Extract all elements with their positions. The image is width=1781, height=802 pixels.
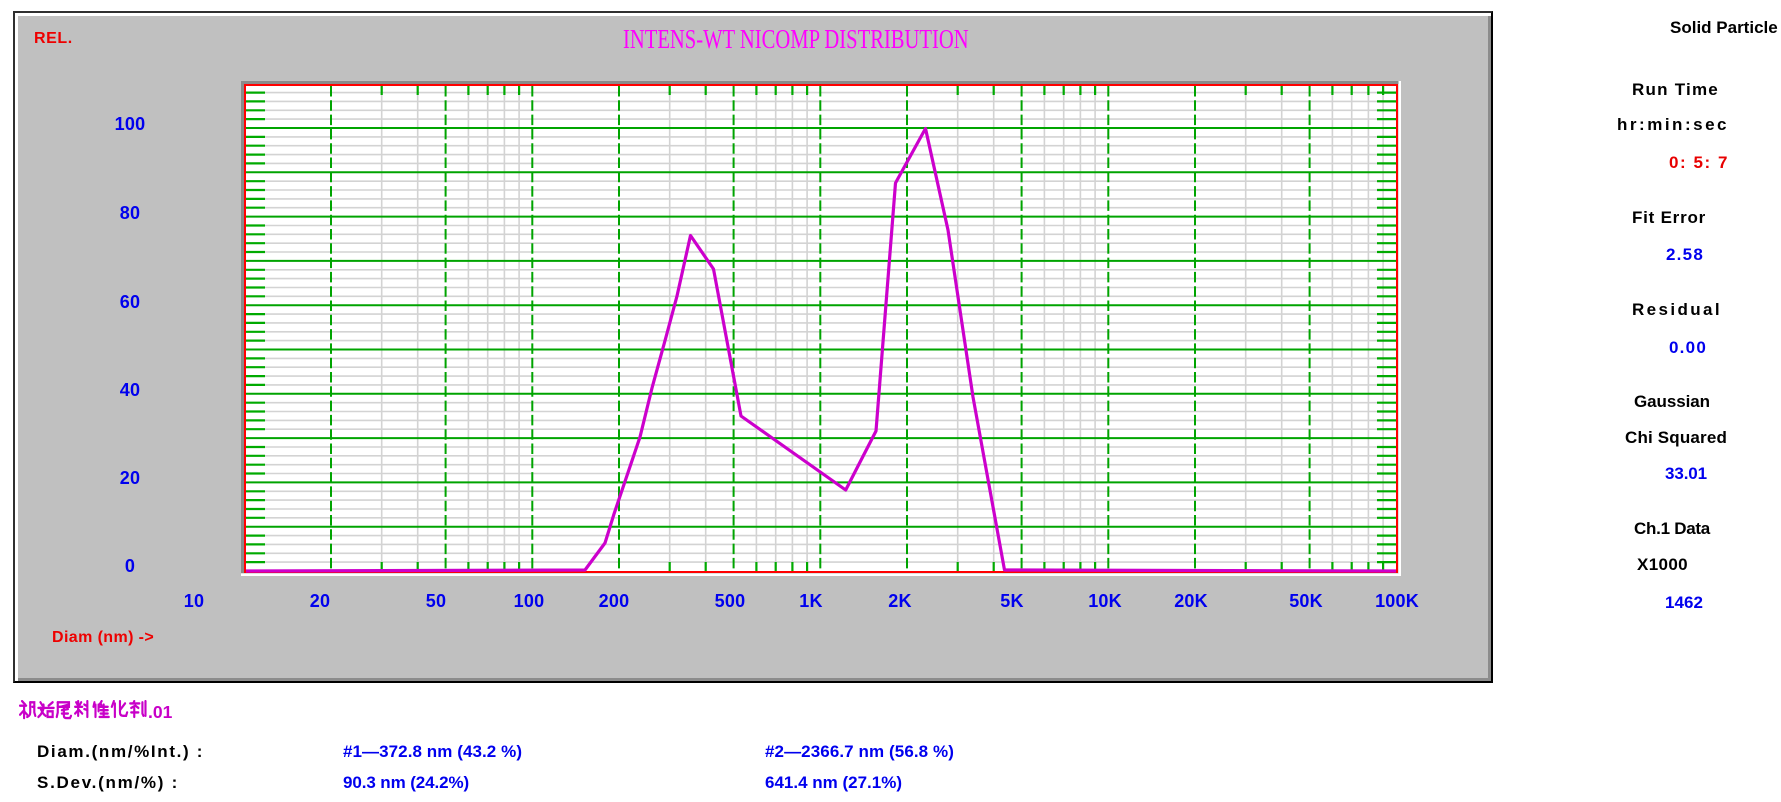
svg-text:.01: .01 xyxy=(148,702,173,722)
